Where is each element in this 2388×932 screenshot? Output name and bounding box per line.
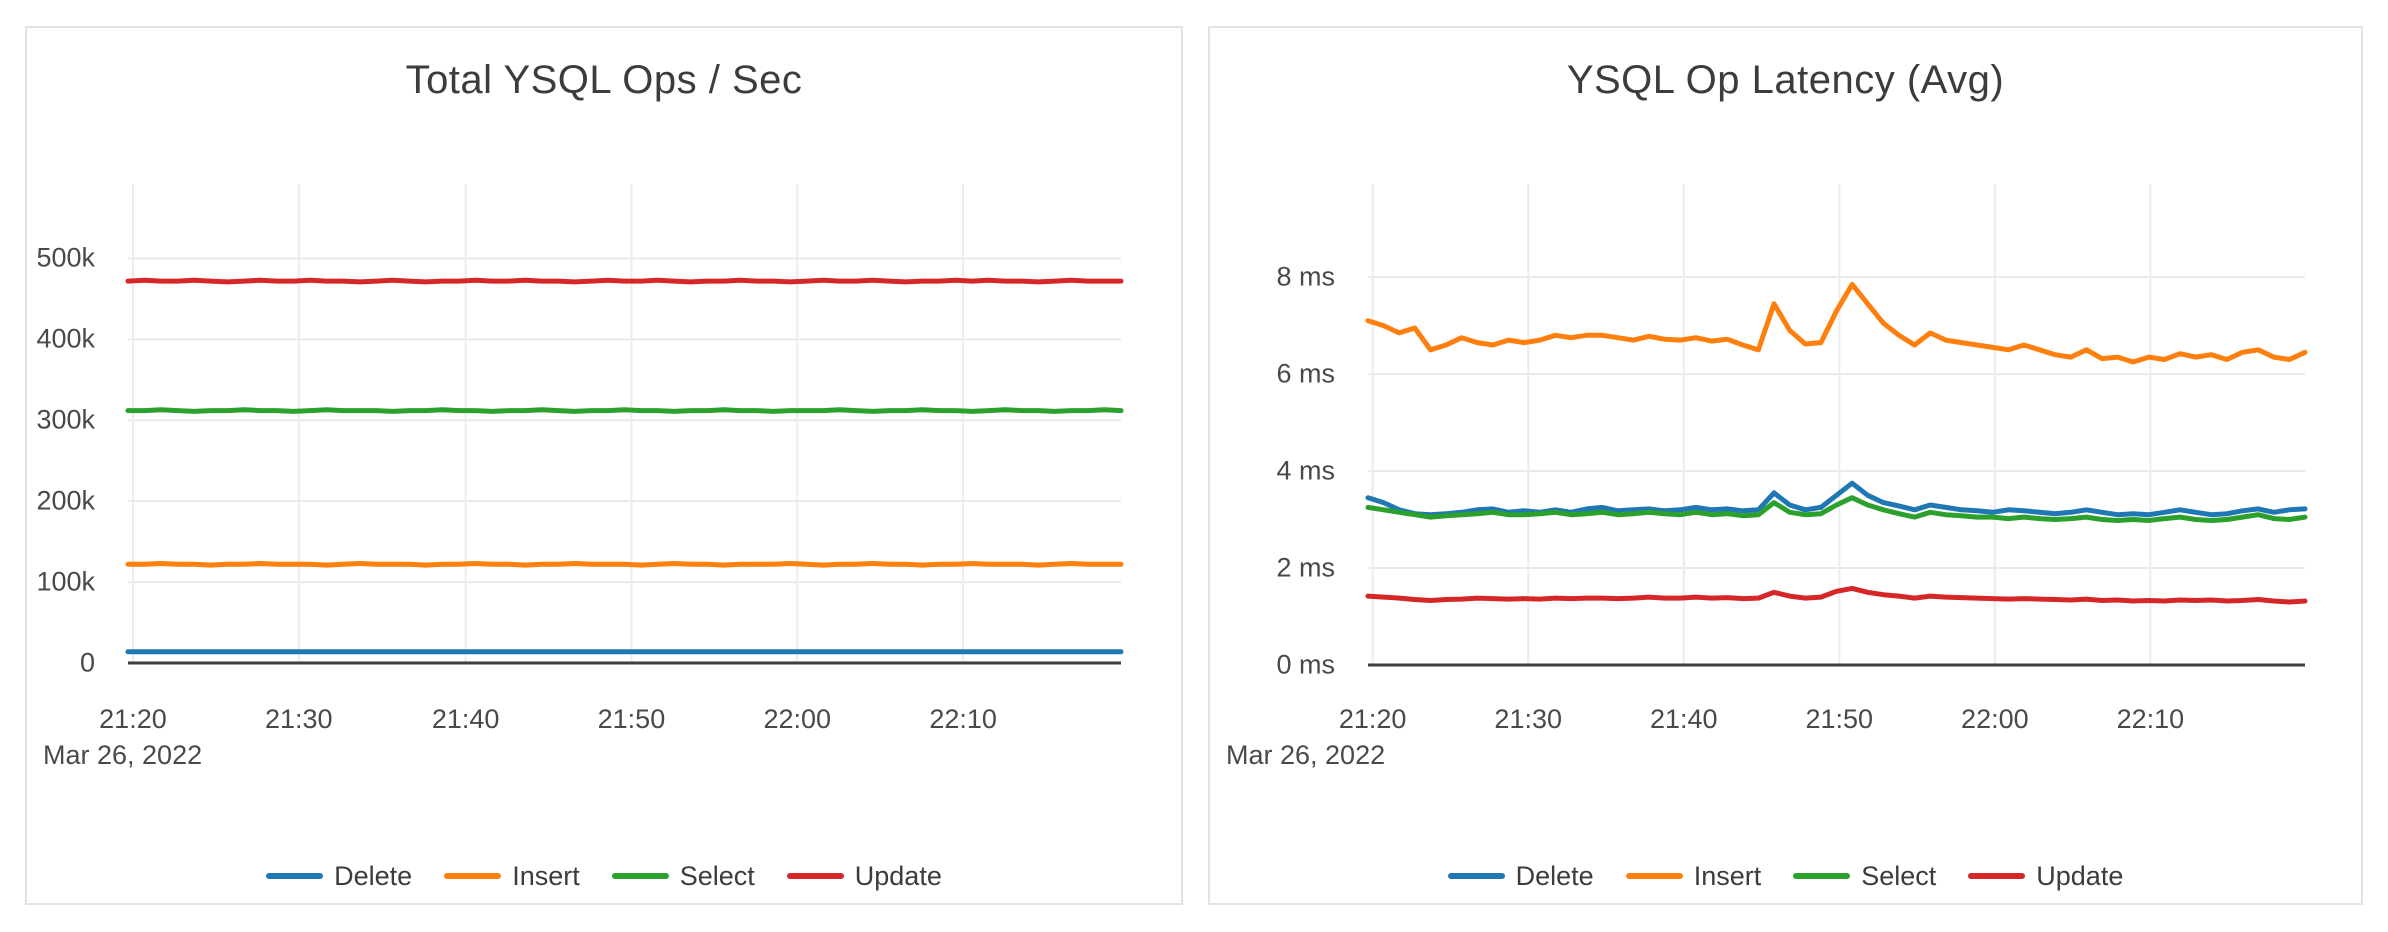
- legend-label: Update: [2036, 860, 2124, 891]
- series-line-select: [125, 407, 1124, 414]
- chart-title: YSQL Op Latency (Avg): [1566, 58, 2005, 102]
- y-tick-label: 8 ms: [1276, 261, 1335, 292]
- x-tick-label: 21:50: [597, 704, 666, 734]
- legend-label: Insert: [1693, 860, 1762, 891]
- chart-title: Total YSQL Ops / Sec: [405, 58, 803, 102]
- legend-label: Delete: [1515, 860, 1594, 891]
- legend-swatch-update: [786, 873, 844, 879]
- series-line-delete: [1365, 480, 2308, 518]
- x-tick-label: 22:10: [929, 704, 997, 734]
- legend-swatch-insert: [1625, 873, 1683, 879]
- plot-area: [125, 184, 1124, 665]
- legend-item-insert[interactable]: Insert: [444, 861, 580, 892]
- x-tick-label: 21:20: [99, 704, 167, 734]
- y-tick-label: 400k: [36, 323, 95, 354]
- series-line-update: [125, 277, 1124, 285]
- legend-label: Update: [854, 860, 942, 891]
- legend-item-delete[interactable]: Delete: [1447, 860, 1594, 892]
- series-line-select: [1365, 495, 2308, 523]
- legend-label: Delete: [334, 860, 413, 891]
- legend-swatch-update: [1968, 873, 2026, 879]
- x-tick-label: 21:30: [1494, 704, 1563, 734]
- legend-swatch-select: [1793, 873, 1851, 879]
- legend-swatch-delete: [266, 873, 324, 879]
- y-tick-label: 200k: [36, 485, 95, 516]
- legend-swatch-insert: [444, 873, 502, 879]
- legend-label: Select: [679, 860, 755, 891]
- y-tick-label: 6 ms: [1276, 358, 1335, 389]
- legend-item-select[interactable]: Select: [611, 860, 755, 892]
- series-line-insert: [1365, 281, 2308, 365]
- x-tick-label: 21:30: [264, 704, 333, 734]
- x-axis-date-label: Mar 26, 2022: [43, 740, 203, 770]
- chart-card-total-ysql-ops: Total YSQL Ops / Sec Mar 26, 2022 Delete…: [25, 26, 1183, 905]
- legend-item-update[interactable]: Update: [786, 860, 942, 892]
- legend-item-update[interactable]: Update: [1968, 861, 2123, 892]
- x-axis-date-label: Mar 26, 2022: [1226, 740, 1386, 770]
- legend-item-select[interactable]: Select: [1793, 861, 1936, 892]
- legend-label: Select: [1861, 860, 1937, 891]
- legend-swatch-select: [611, 873, 669, 879]
- legend-item-delete[interactable]: Delete: [266, 861, 412, 892]
- y-tick-label: 300k: [36, 404, 95, 435]
- x-tick-label: 22:10: [2116, 704, 2185, 734]
- chart-legend: Delete Insert Select Update: [27, 858, 1181, 894]
- x-tick-label: 22:00: [1961, 704, 2029, 734]
- chart-card-ysql-op-latency: YSQL Op Latency (Avg) Mar 26, 2022 Delet…: [1208, 26, 2363, 905]
- x-tick-label: 21:40: [1649, 704, 1718, 734]
- legend-swatch-delete: [1447, 873, 1505, 879]
- series-line-insert: [125, 561, 1124, 568]
- y-tick-label: 500k: [36, 242, 95, 273]
- x-tick-label: 21:40: [431, 704, 500, 734]
- y-tick-label: 100k: [36, 566, 95, 597]
- y-tick-label: 0: [79, 647, 95, 678]
- x-tick-label: 22:00: [763, 704, 832, 734]
- y-tick-label: 0 ms: [1276, 649, 1335, 680]
- legend-item-insert[interactable]: Insert: [1625, 860, 1762, 892]
- chart-legend: Delete Insert Select Update: [1210, 858, 2361, 894]
- x-tick-label: 21:50: [1805, 704, 1874, 734]
- y-tick-label: 4 ms: [1276, 455, 1335, 486]
- x-tick-label: 21:20: [1338, 704, 1407, 734]
- y-tick-label: 2 ms: [1276, 552, 1335, 583]
- series-line-update: [1365, 585, 2308, 605]
- plot-area: [1365, 184, 2308, 667]
- legend-label: Insert: [512, 860, 580, 891]
